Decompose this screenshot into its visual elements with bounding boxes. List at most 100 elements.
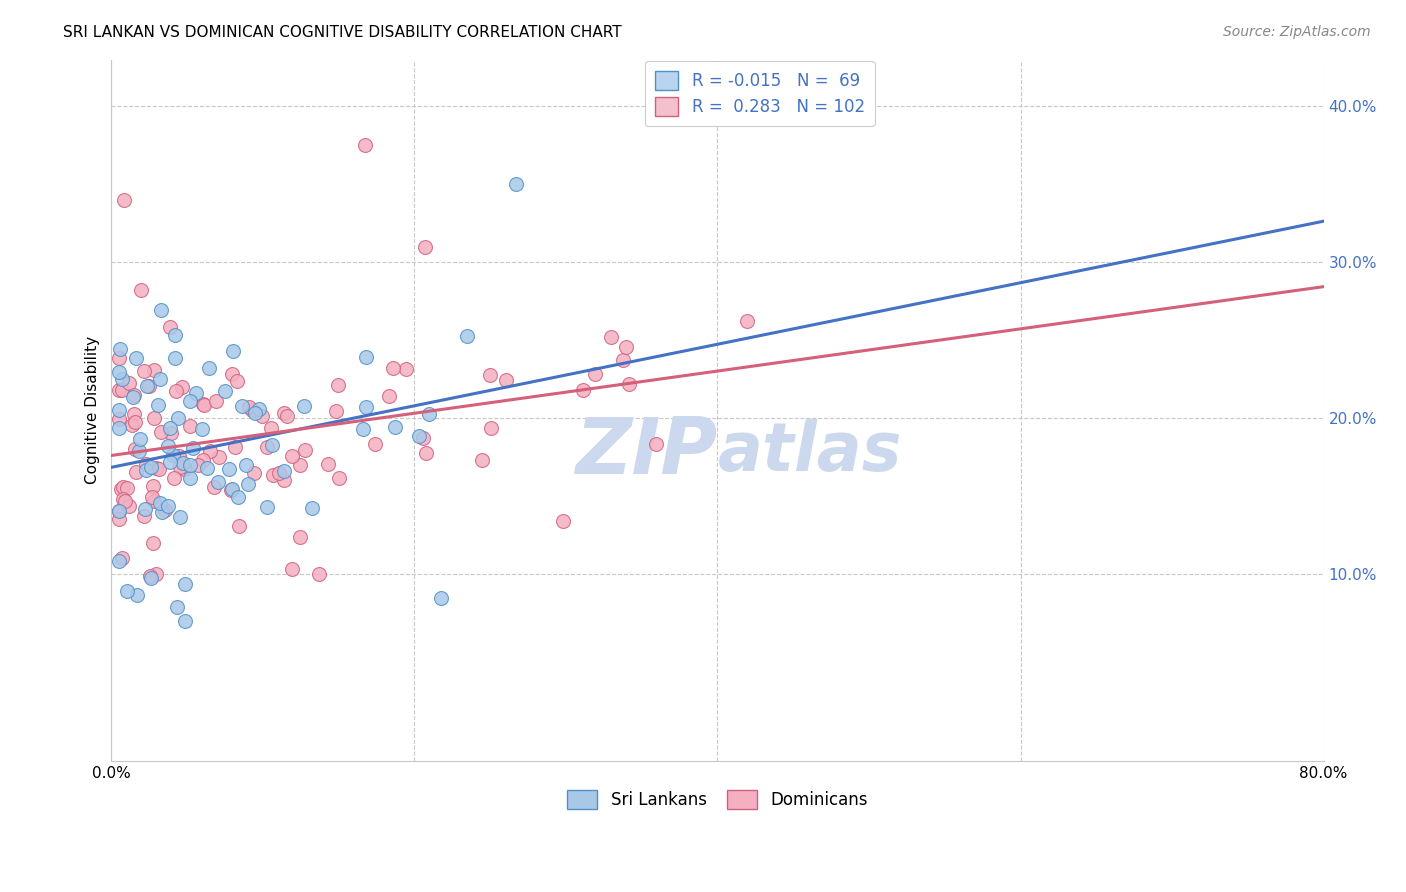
Point [179,418,201,433]
Point [583,368,606,382]
Point [478,368,501,383]
Point [356,401,378,415]
Point [479,420,502,434]
Point [288,530,311,544]
Point [572,383,595,397]
Point [235,458,257,473]
Point [197,361,219,376]
Point [157,439,180,453]
Point [207,475,229,490]
Point [132,508,155,523]
Point [134,364,156,378]
Point [269,467,291,481]
Point [262,467,284,482]
Point [183,441,205,455]
Point [108,554,131,568]
Point [325,404,347,418]
Point [221,482,243,496]
Point [202,480,225,494]
Point [294,399,316,413]
Point [163,471,186,485]
Point [364,437,387,451]
Point [408,429,430,443]
Point [136,379,159,393]
Point [174,576,197,591]
Point [226,490,249,504]
Point [141,490,163,504]
Point [221,367,243,381]
Legend: Sri Lankans, Dominicans: Sri Lankans, Dominicans [561,783,875,816]
Point [117,376,139,390]
Point [166,599,188,614]
Point [143,494,166,508]
Point [128,432,150,446]
Point [612,353,634,368]
Point [165,384,187,398]
Point [150,505,173,519]
Point [108,365,131,379]
Point [165,327,187,342]
Point [250,409,273,423]
Point [139,459,162,474]
Point [242,467,264,481]
Point [645,437,668,451]
Point [108,351,131,365]
Point [281,449,304,463]
Point [308,567,330,582]
Point [108,402,131,417]
Point [156,499,179,513]
Point [226,374,249,388]
Point [193,398,215,412]
Point [149,302,172,317]
Point [139,568,162,582]
Point [122,408,145,422]
Point [200,443,222,458]
Point [129,283,152,297]
Point [600,329,623,343]
Point [179,470,201,484]
Point [288,458,311,473]
Point [273,473,295,487]
Point [121,418,143,433]
Point [167,450,190,464]
Point [301,501,323,516]
Point [259,421,281,435]
Point [159,420,181,434]
Point [378,389,401,403]
Point [108,511,131,525]
Point [108,421,131,435]
Point [354,138,377,153]
Point [121,390,143,404]
Point [236,477,259,491]
Text: ZIP: ZIP [575,415,717,491]
Point [122,388,145,402]
Point [195,461,218,475]
Point [143,410,166,425]
Point [187,458,209,472]
Point [108,504,131,518]
Point [135,458,157,472]
Point [141,571,163,585]
Point [179,394,201,409]
Point [135,462,157,476]
Point [413,240,436,254]
Point [276,409,298,424]
Point [111,491,134,506]
Point [456,329,478,343]
Point [256,440,278,454]
Point [110,482,132,496]
Text: atlas: atlas [717,419,901,485]
Point [505,178,527,192]
Point [238,400,260,414]
Point [551,514,574,528]
Point [471,453,494,467]
Point [384,419,406,434]
Point [247,402,270,417]
Point [395,361,418,376]
Point [205,393,228,408]
Point [115,584,138,599]
Point [735,314,758,328]
Point [145,566,167,581]
Point [142,362,165,376]
Point [619,376,641,391]
